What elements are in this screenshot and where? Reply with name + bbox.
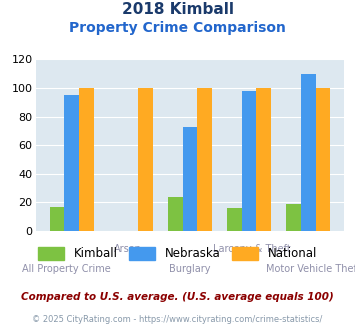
Bar [242,91,256,231]
Text: Compared to U.S. average. (U.S. average equals 100): Compared to U.S. average. (U.S. average … [21,292,334,302]
Text: Arson: Arson [114,244,142,254]
Text: Property Crime Comparison: Property Crime Comparison [69,21,286,35]
Bar [138,88,153,231]
Text: Larceny & Theft: Larceny & Theft [213,244,291,254]
Bar [182,127,197,231]
Bar [79,88,94,231]
Text: © 2025 CityRating.com - https://www.cityrating.com/crime-statistics/: © 2025 CityRating.com - https://www.city… [32,315,323,324]
Bar [197,88,212,231]
Bar [50,207,64,231]
Text: Burglary: Burglary [169,264,211,274]
Bar [256,88,271,231]
Text: Motor Vehicle Theft: Motor Vehicle Theft [266,264,355,274]
Legend: Kimball, Nebraska, National: Kimball, Nebraska, National [32,242,323,266]
Bar [64,95,79,231]
Text: 2018 Kimball: 2018 Kimball [121,2,234,16]
Bar [316,88,330,231]
Bar [286,204,301,231]
Bar [168,197,182,231]
Text: All Property Crime: All Property Crime [22,264,111,274]
Bar [227,208,242,231]
Bar [301,74,316,231]
